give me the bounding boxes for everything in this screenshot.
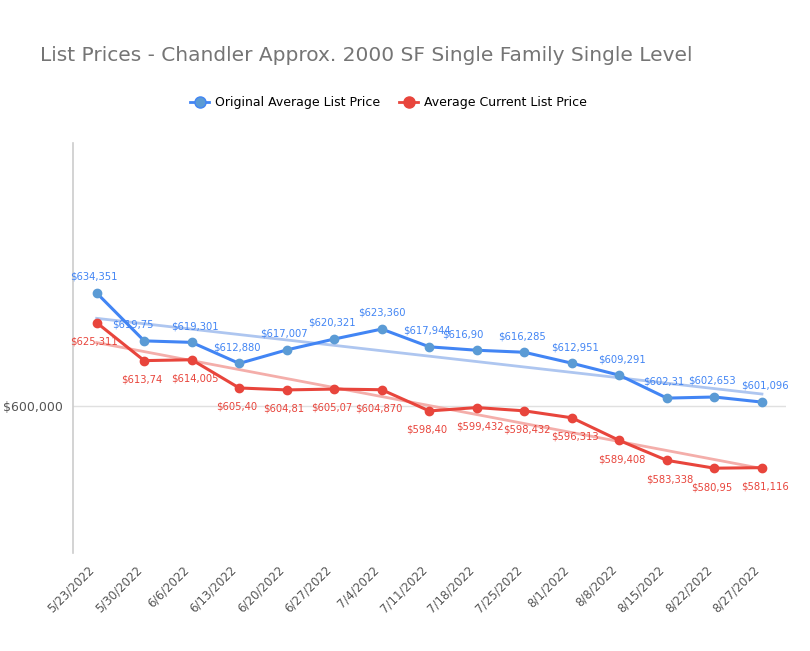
Text: $589,408: $589,408 bbox=[599, 454, 646, 464]
Text: $601,096: $601,096 bbox=[741, 381, 788, 391]
Text: $598,40: $598,40 bbox=[406, 425, 447, 435]
Text: $616,90: $616,90 bbox=[442, 329, 484, 339]
Legend: Original Average List Price, Average Current List Price: Original Average List Price, Average Cur… bbox=[185, 91, 592, 114]
Text: $612,880: $612,880 bbox=[213, 342, 260, 352]
Text: $619,75: $619,75 bbox=[113, 320, 154, 330]
Text: $625,311: $625,311 bbox=[70, 337, 117, 346]
Text: $609,291: $609,291 bbox=[599, 354, 646, 364]
Text: $617,007: $617,007 bbox=[260, 329, 308, 339]
Text: $634,351: $634,351 bbox=[70, 272, 117, 282]
Text: $602,653: $602,653 bbox=[688, 376, 735, 386]
Text: $605,07: $605,07 bbox=[311, 403, 352, 413]
Text: $604,870: $604,870 bbox=[356, 404, 403, 413]
Text: $623,360: $623,360 bbox=[358, 308, 406, 318]
Text: $599,432: $599,432 bbox=[456, 421, 503, 432]
Text: $616,285: $616,285 bbox=[497, 331, 545, 341]
Text: $613,74: $613,74 bbox=[121, 374, 162, 385]
Text: List Prices - Chandler Approx. 2000 SF Single Family Single Level: List Prices - Chandler Approx. 2000 SF S… bbox=[40, 46, 693, 65]
Text: $612,951: $612,951 bbox=[551, 342, 599, 352]
Text: $596,313: $596,313 bbox=[551, 432, 599, 441]
Text: $583,338: $583,338 bbox=[646, 475, 693, 484]
Text: $602,31: $602,31 bbox=[643, 377, 684, 387]
Text: $617,944: $617,944 bbox=[403, 326, 450, 336]
Text: $604,81: $604,81 bbox=[263, 404, 305, 414]
Text: $580,95: $580,95 bbox=[691, 482, 732, 492]
Text: $620,321: $620,321 bbox=[308, 318, 356, 328]
Text: $605,40: $605,40 bbox=[216, 402, 257, 412]
Text: $614,005: $614,005 bbox=[171, 374, 218, 383]
Text: $598,432: $598,432 bbox=[503, 424, 551, 435]
Text: $581,116: $581,116 bbox=[741, 482, 789, 492]
Text: $619,301: $619,301 bbox=[171, 321, 218, 331]
